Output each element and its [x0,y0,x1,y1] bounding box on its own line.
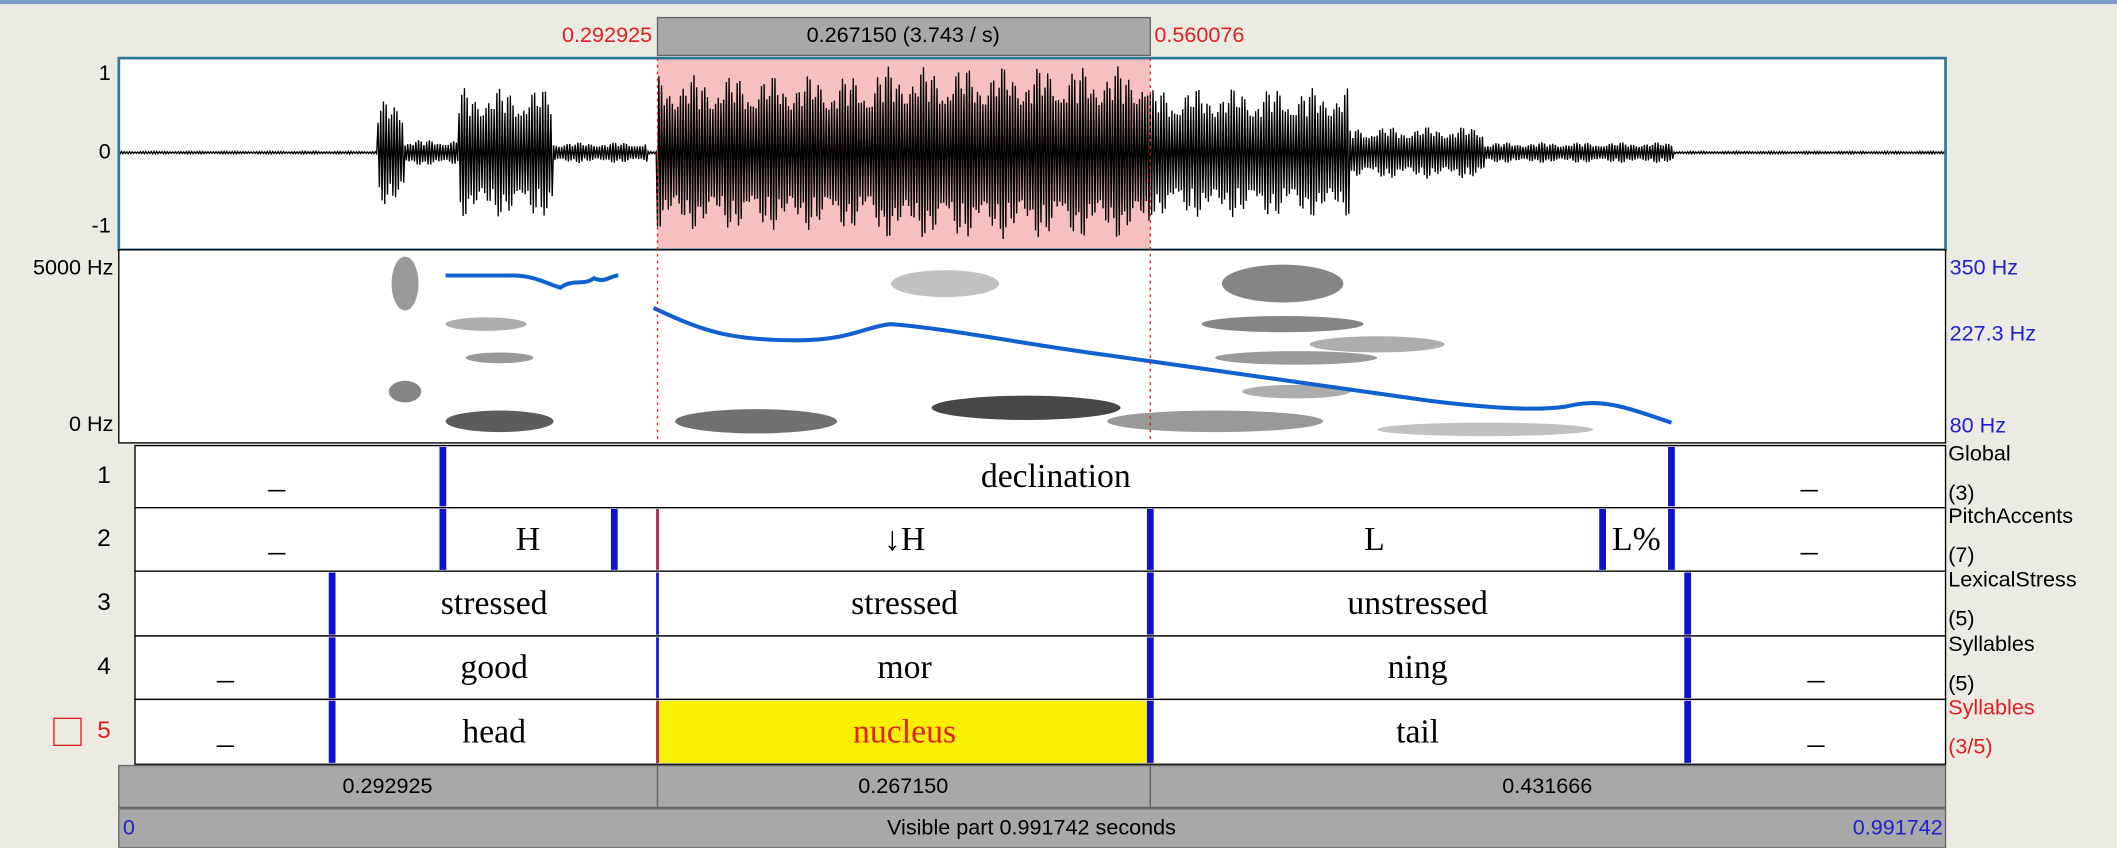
tier-count: (7) [1948,542,1974,567]
y-tick-label: -1 [92,213,111,238]
spectral-energy [389,381,421,403]
selection-start: 0.292925 [562,22,652,47]
tier-count: (5) [1948,670,1974,695]
duration-label: 0.431666 [1502,773,1592,798]
textgrid-editor: 0.292925 0.267150 (3.743 / s) 0.560076 1… [0,0,2117,848]
interval-text: unstressed [1347,585,1488,622]
interval-text: ning [1388,649,1448,686]
interval-text: good [460,649,528,686]
y-tick-label: 0 [99,138,111,163]
tier-name: Syllables [1948,631,2035,656]
tier-name: Syllables [1948,695,2035,720]
spectral-energy [466,352,534,363]
selection-duration: 0.267150 (3.743 / s) [807,22,1000,47]
interval-text: _ [1800,458,1819,495]
spectral-energy [1107,410,1323,432]
freq-label: 0 Hz [69,411,113,436]
interval-text: nucleus [853,713,956,750]
tier-count: (5) [1948,605,1974,630]
interval-text: declination [981,458,1131,495]
spectral-energy [1222,265,1344,303]
interval-text: L [1364,521,1385,558]
window-edge [0,0,2117,4]
interval-text: head [462,713,526,750]
interval-text: ↓H [884,521,925,558]
interval-text: _ [1806,649,1825,686]
tier[interactable] [135,571,1946,636]
interval-text: tail [1396,713,1439,750]
interval-text: _ [216,649,235,686]
spectral-energy [1215,351,1377,365]
interval-text: _ [1806,713,1825,750]
interval-text: L% [1612,521,1661,558]
spectral-energy [1377,423,1593,437]
interval-text: H [516,521,540,558]
spectral-energy [446,317,527,331]
duration-label: 0.292925 [342,773,432,798]
spectral-energy [446,410,554,432]
pitch-label: 350 Hz [1950,254,2018,279]
visible-end: 0.991742 [1853,815,1943,840]
visible-start: 0 [123,815,135,840]
pitch-label: 80 Hz [1950,412,2006,437]
interval-text: mor [877,649,931,686]
tier[interactable] [135,636,1946,699]
spectral-energy [675,409,837,433]
tier-number: 3 [97,589,111,616]
interval-text: _ [267,521,286,558]
tier-name: Global [1948,441,2010,466]
interval-text: _ [1800,521,1819,558]
tier-number: 2 [97,525,111,552]
y-tick-label: 1 [99,60,111,85]
tier-number: 5 [97,717,111,744]
selection-end: 0.560076 [1154,22,1244,47]
interval-text: _ [216,713,235,750]
page: {"selection": {"start": "0.292925", "dur… [0,0,2117,848]
spectral-energy [1202,316,1364,332]
selected-tier-icon [54,718,81,745]
spectral-energy [891,270,999,297]
tiers: _ declination _ 1 Global (3) _ H ↓H L L% _ 2 PitchAcc… [54,441,2077,764]
duration-label: 0.267150 [858,773,948,798]
tier-count: (3) [1948,480,1974,505]
visible-label: Visible part 0.991742 seconds [887,815,1176,840]
tier-number: 1 [97,462,111,489]
tier-number: 4 [97,653,111,680]
tier-name: LexicalStress [1948,566,2077,591]
spectral-energy [932,396,1121,420]
freq-label: 5000 Hz [33,254,113,279]
tier-name: PitchAccents [1948,503,2073,528]
pitch-label: 227.3 Hz [1950,321,2036,346]
interval-text: stressed [441,585,548,622]
spectral-energy [1310,336,1445,352]
interval-text: _ [267,458,286,495]
spectral-energy [392,257,419,311]
tier-count: (3/5) [1948,734,1992,759]
interval-text: stressed [851,585,958,622]
